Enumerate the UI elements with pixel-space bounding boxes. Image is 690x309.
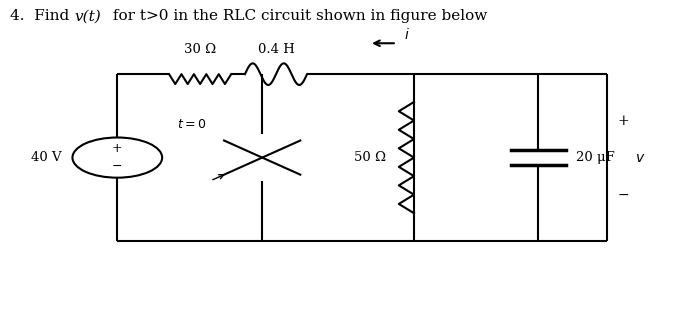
Text: $i$: $i$	[404, 27, 409, 42]
Text: $v$: $v$	[635, 150, 645, 165]
Text: 20 μF: 20 μF	[576, 151, 615, 164]
Text: −: −	[112, 160, 123, 173]
Text: v(t): v(t)	[75, 9, 101, 23]
Text: 40 V: 40 V	[32, 151, 62, 164]
Text: +: +	[112, 142, 123, 155]
Text: 4.  Find: 4. Find	[10, 9, 75, 23]
Text: $t=0$: $t=0$	[177, 118, 207, 131]
Text: +: +	[618, 113, 629, 128]
Text: 50 Ω: 50 Ω	[355, 151, 386, 164]
Text: 30 Ω: 30 Ω	[184, 43, 216, 56]
Text: −: −	[618, 188, 629, 202]
Text: 0.4 H: 0.4 H	[257, 43, 295, 56]
Text: for t>0 in the RLC circuit shown in figure below: for t>0 in the RLC circuit shown in figu…	[108, 9, 487, 23]
